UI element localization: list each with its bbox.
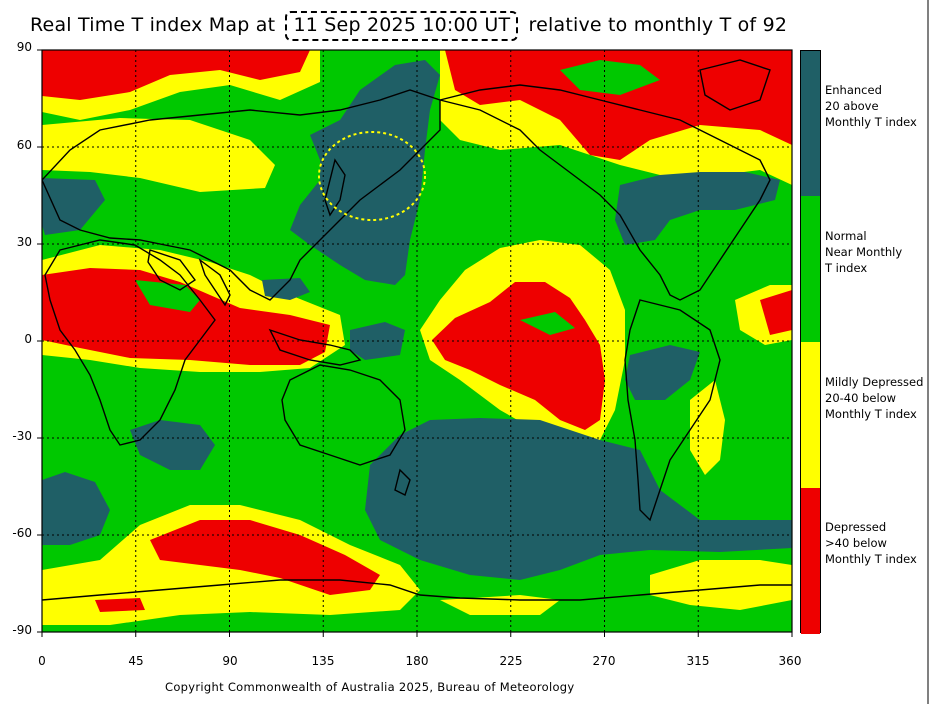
copyright-text: Copyright Commonwealth of Australia 2025… — [165, 680, 575, 694]
coastline-australia — [281, 364, 406, 466]
field-red-antarctic — [150, 520, 380, 595]
legend-label-mildly-depressed: Mildly Depressed 20-40 below Monthly T i… — [825, 375, 924, 421]
legend-band-depressed — [801, 488, 820, 634]
y-tick-60: 60 — [16, 138, 32, 152]
field-yellow-antarctic-east — [650, 560, 792, 610]
field-enhanced-southern-pacific — [365, 418, 792, 580]
title-suffix: relative to monthly T of 92 — [528, 14, 788, 36]
legend-band-normal — [801, 196, 820, 342]
map-grid — [42, 50, 792, 632]
field-green-arctic-hole — [560, 60, 660, 95]
x-tick-360: 360 — [778, 654, 802, 668]
coastline-antarctica — [42, 579, 792, 601]
field-enhanced-sw — [42, 472, 110, 545]
field-enhanced-n-atlantic — [615, 172, 780, 245]
highlight-circle — [318, 131, 426, 221]
title-prefix: Real Time T index Map at — [30, 14, 276, 36]
y-tick-neg90: -90 — [12, 623, 32, 637]
coastline-new-zealand — [394, 468, 411, 496]
field-red-antarctic-small — [95, 598, 145, 612]
coastline-eurasia — [42, 89, 441, 301]
y-tick-0: 0 — [24, 332, 32, 346]
field-enhanced-s-america — [625, 345, 700, 400]
x-tick-315: 315 — [686, 654, 710, 668]
field-red-arctic-west-core — [42, 50, 310, 100]
map-coastlines — [42, 59, 792, 601]
field-red-w-africa — [760, 290, 792, 335]
coastline-indonesia — [268, 328, 362, 366]
field-enhanced-nw-pacific — [290, 60, 440, 285]
tick-marks — [37, 49, 793, 637]
title-date: 11 Sep 2025 10:00 UT — [285, 11, 519, 41]
y-tick-neg60: -60 — [12, 526, 32, 540]
field-yellow-n-asia — [42, 118, 275, 192]
x-tick-45: 45 — [128, 654, 144, 668]
y-tick-30: 30 — [16, 235, 32, 249]
field-enhanced-south-indian — [130, 420, 215, 470]
coastline-greenland — [699, 59, 771, 111]
coastline-north-america — [439, 84, 771, 301]
legend-band-mildly-depressed — [801, 342, 820, 488]
field-enhanced-bay — [262, 278, 310, 300]
x-tick-0: 0 — [38, 654, 46, 668]
x-tick-180: 180 — [405, 654, 429, 668]
field-green-central-pacific-notch — [520, 312, 575, 335]
y-tick-neg30: -30 — [12, 429, 32, 443]
x-tick-270: 270 — [592, 654, 616, 668]
field-enhanced-europe — [42, 178, 105, 235]
legend-label-depressed: Depressed >40 below Monthly T index — [825, 520, 917, 566]
coastline-india — [198, 258, 231, 307]
coastline-africa — [44, 239, 216, 446]
map-title: Real Time T index Map at 11 Sep 2025 10:… — [30, 11, 788, 41]
coastline-arabia — [147, 249, 197, 291]
coastline-south-america — [624, 299, 721, 522]
y-tick-90: 90 — [16, 40, 32, 54]
x-tick-135: 135 — [311, 654, 335, 668]
map-fields — [42, 50, 792, 632]
x-tick-225: 225 — [499, 654, 523, 668]
legend-colorbar — [800, 50, 821, 634]
legend-band-enhanced — [801, 51, 820, 196]
legend-label-normal: Normal Near Monthly T index — [825, 229, 903, 275]
x-tick-90: 90 — [222, 654, 238, 668]
legend-label-enhanced: Enhanced 20 above Monthly T index — [825, 83, 917, 129]
